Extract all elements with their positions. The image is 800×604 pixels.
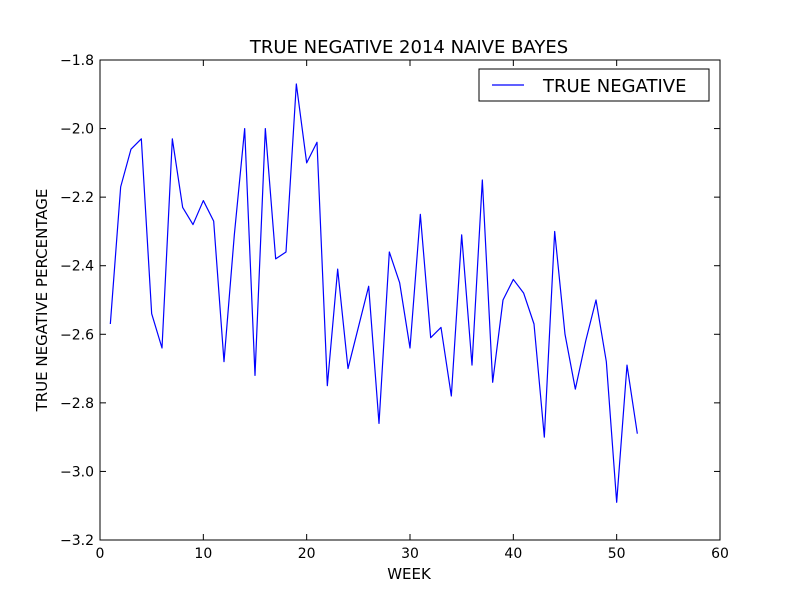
x-tick-label: 20 bbox=[298, 546, 316, 562]
chart-title: TRUE NEGATIVE 2014 NAIVE BAYES bbox=[249, 37, 568, 58]
plot-area bbox=[100, 60, 720, 540]
y-tick-label: −2.4 bbox=[60, 259, 94, 275]
x-tick-label: 50 bbox=[608, 546, 626, 562]
legend-label: TRUE NEGATIVE bbox=[542, 76, 686, 97]
x-tick-label: 10 bbox=[194, 546, 212, 562]
y-axis-ticks: −3.2 −3.0 −2.8 −2.6 −2.4 −2.2 −2.0 −1.8 bbox=[60, 53, 720, 549]
plot-frame-border bbox=[99, 59, 721, 541]
x-tick-label: 60 bbox=[711, 546, 729, 562]
y-tick-label: −1.8 bbox=[60, 53, 94, 69]
series-line-true-negative bbox=[109, 83, 638, 503]
y-axis-label: TRUE NEGATIVE PERCENTAGE bbox=[33, 189, 51, 413]
y-tick-label: −2.6 bbox=[60, 327, 94, 343]
y-tick-label: −3.0 bbox=[60, 464, 94, 480]
legend: TRUE NEGATIVE bbox=[478, 68, 710, 102]
x-tick-label: 40 bbox=[504, 546, 522, 562]
y-tick-label: −3.2 bbox=[60, 533, 94, 549]
x-tick-label: 30 bbox=[401, 546, 419, 562]
x-tick-label: 0 bbox=[96, 546, 105, 562]
x-axis-ticks: 0 10 20 30 40 50 60 bbox=[96, 60, 729, 562]
y-tick-label: −2.2 bbox=[60, 190, 94, 206]
x-axis-label: WEEK bbox=[387, 565, 432, 583]
y-tick-label: −2.8 bbox=[60, 396, 94, 412]
y-tick-label: −2.0 bbox=[60, 122, 94, 138]
